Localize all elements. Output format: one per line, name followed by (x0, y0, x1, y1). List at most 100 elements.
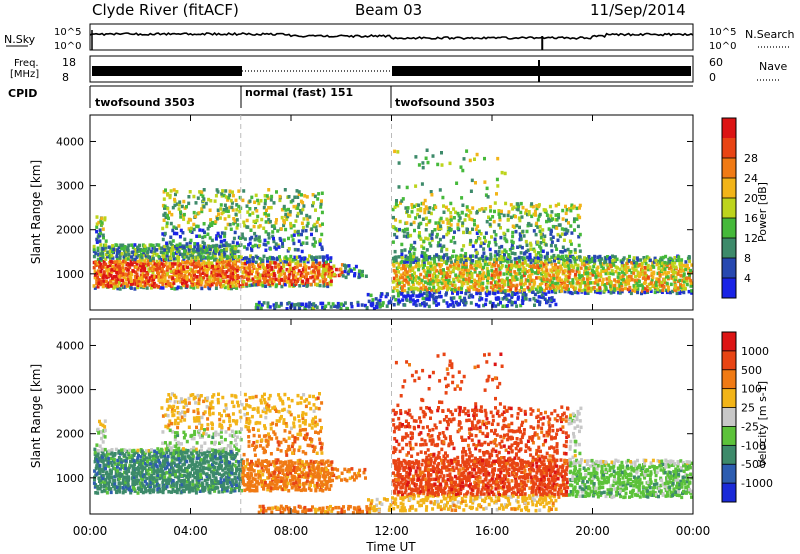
heatmap-cell (587, 281, 591, 286)
heatmap-cell (624, 264, 628, 268)
heatmap-cell (598, 254, 602, 259)
heatmap-cell (440, 281, 444, 285)
heatmap-cell (533, 249, 537, 253)
heatmap-cell (307, 266, 311, 270)
heatmap-cell (99, 231, 103, 236)
heatmap-cell (185, 244, 189, 249)
heatmap-cell (432, 291, 436, 295)
heatmap-cell (431, 266, 435, 270)
heatmap-cell (417, 262, 420, 266)
heatmap-cell (484, 231, 488, 235)
heatmap-cell (570, 291, 574, 296)
heatmap-cell (249, 228, 253, 232)
heatmap-cell (112, 460, 116, 464)
heatmap-cell (152, 277, 156, 282)
heatmap-cell (256, 458, 260, 462)
heatmap-cell (554, 271, 558, 275)
heatmap-cell (156, 267, 160, 271)
heatmap-cell (118, 259, 122, 263)
heatmap-cell (178, 244, 182, 249)
heatmap-cell (556, 272, 560, 276)
heatmap-cell (557, 202, 561, 206)
heatmap-cell (116, 259, 120, 263)
heatmap-cell (644, 277, 647, 281)
heatmap-cell (628, 268, 632, 272)
heatmap-cell (249, 246, 253, 251)
heatmap-cell (241, 476, 245, 480)
heatmap-cell (598, 286, 602, 290)
heatmap-cell (479, 232, 483, 236)
heatmap-cell (213, 454, 217, 459)
heatmap-cell (484, 239, 488, 243)
heatmap-cell (391, 225, 395, 229)
heatmap-cell (295, 255, 299, 259)
heatmap-cell (516, 245, 520, 249)
heatmap-cell (136, 245, 139, 249)
heatmap-cell (197, 259, 201, 264)
heatmap-cell (152, 264, 156, 268)
heatmap-cell (209, 456, 213, 460)
heatmap-cell (264, 248, 268, 252)
heatmap-cell (95, 229, 99, 234)
heatmap-cell (196, 472, 199, 476)
heatmap-cell (233, 476, 237, 480)
heatmap-cell (285, 279, 289, 283)
heatmap-cell (514, 288, 518, 292)
heatmap-cell (171, 262, 174, 266)
heatmap-cell (559, 284, 562, 288)
heatmap-cell (279, 476, 283, 480)
heatmap-cell (115, 254, 119, 258)
heatmap-cell (530, 267, 533, 271)
heatmap-cell (317, 266, 321, 270)
heatmap-cell (399, 201, 402, 205)
heatmap-cell (515, 223, 519, 228)
heatmap-cell (425, 290, 429, 294)
heatmap-cell (269, 205, 273, 210)
heatmap-cell (269, 277, 273, 281)
heatmap-cell (638, 283, 642, 288)
heatmap-cell (272, 236, 275, 241)
heatmap-cell (169, 478, 173, 482)
heatmap-cell (536, 290, 540, 295)
heatmap-cell (258, 276, 262, 280)
heatmap-cell (565, 208, 569, 212)
heatmap-cell (600, 282, 604, 286)
heatmap-cell (625, 270, 629, 274)
heatmap-cell (262, 301, 266, 305)
heatmap-cell (143, 268, 147, 273)
heatmap-cell (121, 486, 125, 490)
heatmap-cell (439, 226, 443, 231)
heatmap-cell (145, 286, 149, 290)
heatmap-cell (521, 205, 525, 210)
heatmap-cell (416, 212, 420, 217)
heatmap-cell (340, 270, 344, 274)
heatmap-cell (581, 261, 585, 266)
heatmap-cell (111, 264, 115, 269)
heatmap-cell (179, 280, 183, 284)
heatmap-cell (583, 291, 587, 295)
heatmap-cell (247, 478, 251, 482)
heatmap-cell (594, 281, 597, 285)
heatmap-cell (173, 203, 177, 208)
heatmap-cell (444, 293, 448, 297)
heatmap-cell (281, 468, 285, 472)
heatmap-cell (566, 247, 570, 252)
heatmap-cell (185, 468, 189, 473)
heatmap-cell (187, 463, 191, 468)
heatmap-cell (139, 273, 143, 277)
heatmap-cell (429, 264, 433, 268)
heatmap-cell (224, 209, 228, 213)
heatmap-cell (209, 280, 213, 285)
heatmap-cell (164, 281, 168, 285)
heatmap-cell (201, 271, 205, 275)
heatmap-cell (197, 248, 201, 252)
heatmap-cell (551, 235, 555, 239)
heatmap-cell (299, 211, 303, 215)
heatmap-cell (187, 201, 191, 206)
heatmap-cell (161, 478, 165, 482)
heatmap-cell (506, 260, 510, 264)
heatmap-cell (215, 243, 219, 248)
heatmap-cell (220, 284, 224, 289)
heatmap-cell (206, 264, 210, 268)
heatmap-cell (535, 276, 539, 280)
